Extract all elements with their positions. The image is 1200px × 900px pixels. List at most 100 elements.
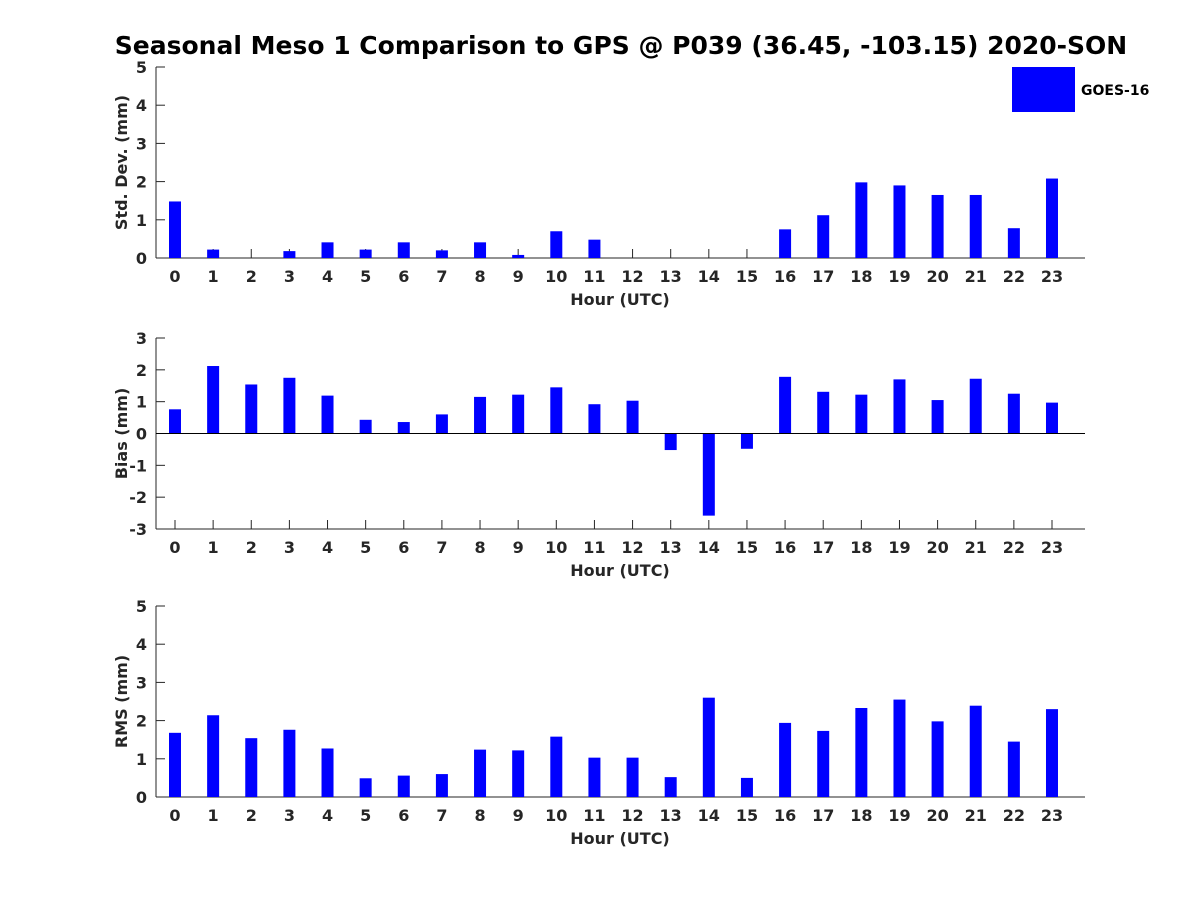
rms-y-tick-label: 2 [136, 712, 147, 731]
std-dev-x-tick-label: 9 [513, 267, 524, 286]
bias-bar [931, 400, 944, 434]
bias-x-axis-label: Hour (UTC) [570, 561, 670, 580]
rms-x-tick-label: 1 [208, 806, 219, 825]
std-dev-x-tick-label: 21 [965, 267, 987, 286]
std-dev-x-tick-label: 10 [545, 267, 567, 286]
rms-x-tick-label: 16 [774, 806, 796, 825]
std-dev-x-tick-label: 8 [474, 267, 485, 286]
bias-x-tick-label: 9 [513, 538, 524, 557]
rms-bar [893, 699, 906, 797]
bias-x-tick-label: 12 [621, 538, 643, 557]
bias-bar [512, 394, 525, 434]
std-dev-y-tick-label: 5 [136, 58, 147, 77]
rms-x-tick-label: 22 [1003, 806, 1025, 825]
rms-x-tick-label: 5 [360, 806, 371, 825]
std-dev-y-tick-label: 2 [136, 173, 147, 192]
std-dev-bar [893, 185, 906, 258]
rms-bar [550, 736, 563, 797]
rms-x-tick-label: 7 [436, 806, 447, 825]
rms-bar [626, 757, 639, 797]
rms-x-axis-label: Hour (UTC) [570, 829, 670, 848]
legend-label: GOES-16 [1081, 83, 1149, 99]
bias-bar [474, 396, 487, 434]
rms-bar [817, 730, 830, 797]
std-dev-bar [1007, 228, 1020, 258]
bias-bar [1007, 393, 1020, 434]
bias-bar [740, 433, 753, 449]
rms-x-tick-label: 23 [1041, 806, 1063, 825]
bias-bar [626, 400, 639, 434]
bias-bar [321, 395, 334, 434]
bias-x-tick-label: 17 [812, 538, 834, 557]
std-dev-y-tick-label: 0 [136, 249, 147, 268]
rms-bar [283, 729, 296, 797]
rms-y-tick-label: 0 [136, 788, 147, 807]
bias-y-tick-label: -3 [129, 520, 147, 539]
std-dev-bar [779, 229, 792, 258]
std-dev-x-tick-label: 17 [812, 267, 834, 286]
rms-bar [855, 707, 868, 797]
bias-bar [664, 433, 677, 451]
std-dev-x-tick-label: 18 [850, 267, 872, 286]
bias-bar [435, 414, 448, 434]
bias-bar [855, 394, 868, 434]
bias-y-tick-label: 1 [136, 393, 147, 412]
rms-bar [702, 697, 715, 797]
bias-y-tick-label: -2 [129, 488, 147, 507]
rms-x-tick-label: 17 [812, 806, 834, 825]
std-dev-bar [359, 249, 372, 258]
bias-bar [245, 384, 258, 434]
bias-y-axis-label: Bias (mm) [112, 388, 131, 480]
rms-x-tick-label: 15 [736, 806, 758, 825]
std-dev-x-tick-label: 15 [736, 267, 758, 286]
std-dev-x-tick-label: 13 [660, 267, 682, 286]
std-dev-bar [169, 201, 181, 258]
bias-bar [817, 391, 830, 434]
std-dev-x-tick-label: 0 [169, 267, 180, 286]
std-dev-x-tick-label: 2 [246, 267, 257, 286]
bias-bar [397, 422, 410, 434]
bias-x-tick-label: 19 [888, 538, 910, 557]
bias-bar [550, 387, 563, 434]
figure-title: Seasonal Meso 1 Comparison to GPS @ P039… [115, 31, 1127, 60]
rms-x-tick-label: 2 [246, 806, 257, 825]
bias-y-tick-label: -1 [129, 456, 147, 475]
bias-x-tick-label: 21 [965, 538, 987, 557]
std-dev-x-tick-label: 22 [1003, 267, 1025, 286]
rms-bar [740, 777, 753, 797]
bias-x-tick-label: 3 [284, 538, 295, 557]
std-dev-bar [321, 242, 334, 258]
bias-x-tick-label: 15 [736, 538, 758, 557]
std-dev-bar [1045, 178, 1058, 258]
rms-y-tick-label: 5 [136, 597, 147, 616]
rms-bar [207, 715, 220, 797]
rms-x-tick-label: 9 [513, 806, 524, 825]
rms-x-tick-label: 12 [621, 806, 643, 825]
bias-x-tick-label: 4 [322, 538, 333, 557]
rms-bar [779, 722, 792, 797]
legend-swatch [1012, 67, 1075, 112]
rms-bar [359, 778, 372, 797]
rms-y-tick-label: 4 [136, 635, 147, 654]
bias-x-tick-label: 13 [660, 538, 682, 557]
std-dev-x-tick-label: 5 [360, 267, 371, 286]
rms-x-tick-label: 10 [545, 806, 567, 825]
rms-bar [245, 738, 258, 797]
bias-bar [359, 419, 372, 434]
rms-y-tick-label: 1 [136, 750, 147, 769]
rms-bar [1045, 709, 1058, 797]
std-dev-bar [474, 242, 487, 258]
std-dev-bar [855, 182, 868, 258]
std-dev-bar [397, 242, 410, 258]
bias-bar [169, 409, 181, 434]
bias-x-tick-label: 11 [583, 538, 605, 557]
rms-bar [664, 777, 677, 797]
bias-x-tick-label: 2 [246, 538, 257, 557]
rms-bar [321, 748, 334, 797]
std-dev-y-axis-label: Std. Dev. (mm) [112, 95, 131, 230]
bias-x-tick-label: 6 [398, 538, 409, 557]
bias-x-tick-label: 10 [545, 538, 567, 557]
